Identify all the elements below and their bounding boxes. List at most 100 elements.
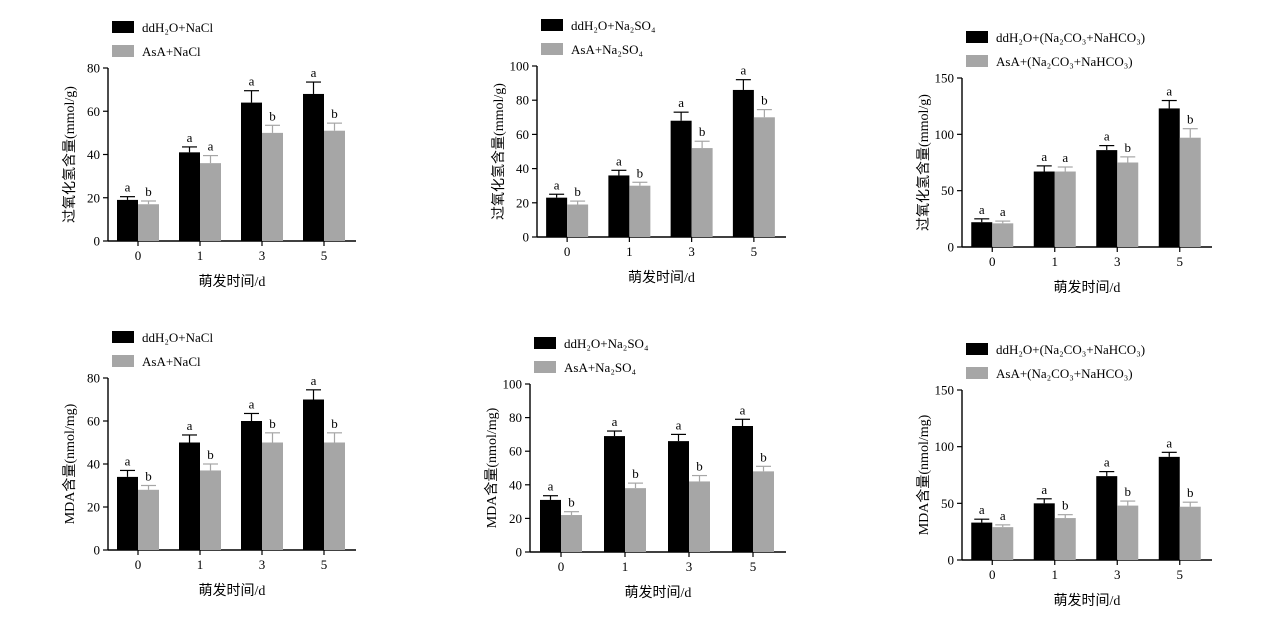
error-bar (974, 518, 990, 523)
bar-treatment (1054, 518, 1076, 560)
y-tick-label: 0 (94, 234, 101, 249)
x-tick-label: 0 (558, 559, 565, 574)
x-tick-label: 0 (989, 567, 996, 582)
bar-control (732, 89, 754, 237)
error-bar (1099, 145, 1115, 151)
bar-treatment (753, 471, 774, 552)
error-bar (1120, 156, 1136, 163)
significance-letter: a (1104, 455, 1110, 470)
error-bar (182, 434, 197, 443)
chart-panel-5: 020406080100MDA含量(nmol/mg)0ab1ab3ab5ab萌发… (484, 336, 786, 601)
x-axis-label: 萌发时间/d (199, 274, 266, 290)
error-bar (611, 169, 627, 176)
significance-letter: a (311, 65, 317, 80)
y-tick-label: 0 (523, 230, 530, 245)
y-tick-label: 100 (935, 127, 955, 142)
bar-control (1158, 456, 1180, 560)
bar-treatment (262, 442, 283, 550)
legend-swatch (966, 343, 988, 355)
y-axis-label: 过氧化氢含量(mmol/g) (916, 94, 932, 231)
legend-entry: AsA+NaCl (142, 44, 201, 59)
bar-treatment (1179, 506, 1201, 560)
significance-letter: a (678, 95, 684, 110)
significance-letter: b (632, 466, 639, 481)
legend-swatch (541, 43, 563, 55)
x-tick-label: 0 (135, 248, 142, 263)
legend-entry: AsA+Na₂SO₄ (564, 360, 636, 375)
error-bar (1036, 498, 1052, 504)
significance-letter: b (207, 447, 214, 462)
y-tick-label: 60 (87, 104, 100, 119)
error-bar (306, 389, 321, 400)
bar-treatment (753, 117, 775, 237)
x-axis-label: 萌发时间/d (625, 585, 692, 601)
x-axis-label: 萌发时间/d (1054, 593, 1121, 609)
error-bar (182, 146, 197, 153)
significance-letter: b (637, 165, 644, 180)
legend-swatch (534, 361, 556, 373)
y-tick-label: 20 (509, 511, 522, 526)
legend-entry: AsA+(Na₂CO₃+NaHCO₃) (996, 54, 1133, 69)
error-bar (995, 524, 1011, 528)
y-tick-label: 20 (516, 195, 529, 210)
error-bar (1182, 501, 1198, 507)
significance-letter: b (696, 459, 703, 474)
x-tick-label: 1 (197, 248, 204, 263)
significance-letter: a (676, 417, 682, 432)
x-tick-label: 3 (688, 244, 695, 259)
significance-letter: a (979, 502, 985, 517)
significance-letter: a (208, 139, 214, 154)
x-tick-label: 3 (686, 559, 693, 574)
y-tick-label: 150 (935, 383, 955, 398)
bar-treatment (1179, 137, 1201, 247)
significance-letter: a (548, 479, 554, 494)
y-axis-label: 过氧化氢含量(mmol/g) (62, 86, 78, 223)
y-axis-label: MDA含量(nmol/mg) (484, 407, 500, 528)
bar-treatment (629, 185, 651, 237)
bar-control (117, 476, 138, 550)
bar-treatment (1117, 505, 1139, 560)
error-bar (265, 432, 280, 443)
significance-letter: a (311, 373, 317, 388)
significance-letter: b (145, 469, 152, 484)
error-bar (120, 196, 135, 200)
x-tick-label: 0 (564, 244, 571, 259)
bar-control (668, 441, 689, 552)
error-bar (692, 474, 707, 482)
error-bar (244, 90, 259, 103)
x-tick-label: 3 (259, 557, 266, 572)
bar-control (1033, 503, 1055, 560)
significance-letter: b (568, 495, 575, 510)
error-bar (628, 482, 643, 489)
significance-letter: b (1187, 112, 1194, 127)
bar-treatment (324, 442, 345, 550)
significance-letter: a (249, 74, 255, 89)
significance-letter: b (699, 124, 706, 139)
bar-control (971, 222, 993, 247)
x-tick-label: 5 (750, 559, 757, 574)
significance-letter: a (1041, 149, 1047, 164)
y-tick-label: 40 (87, 457, 100, 472)
error-bar (756, 465, 771, 472)
y-tick-label: 20 (87, 500, 100, 515)
y-axis-label: 过氧化氢含量(mmol/g) (491, 83, 507, 220)
bar-control (241, 421, 262, 550)
legend-swatch (112, 45, 134, 57)
bar-control (241, 102, 262, 241)
bar-treatment (1117, 162, 1139, 247)
x-tick-label: 3 (259, 248, 266, 263)
error-bar (265, 124, 280, 133)
bar-control (303, 93, 324, 241)
significance-letter: b (331, 416, 338, 431)
bar-control (1096, 150, 1118, 247)
significance-letter: a (187, 130, 193, 145)
significance-letter: a (1166, 84, 1172, 99)
significance-letter: b (331, 106, 338, 121)
significance-letter: b (1125, 484, 1132, 499)
y-tick-label: 40 (87, 147, 100, 162)
x-tick-label: 1 (622, 559, 629, 574)
y-tick-label: 60 (509, 444, 522, 459)
